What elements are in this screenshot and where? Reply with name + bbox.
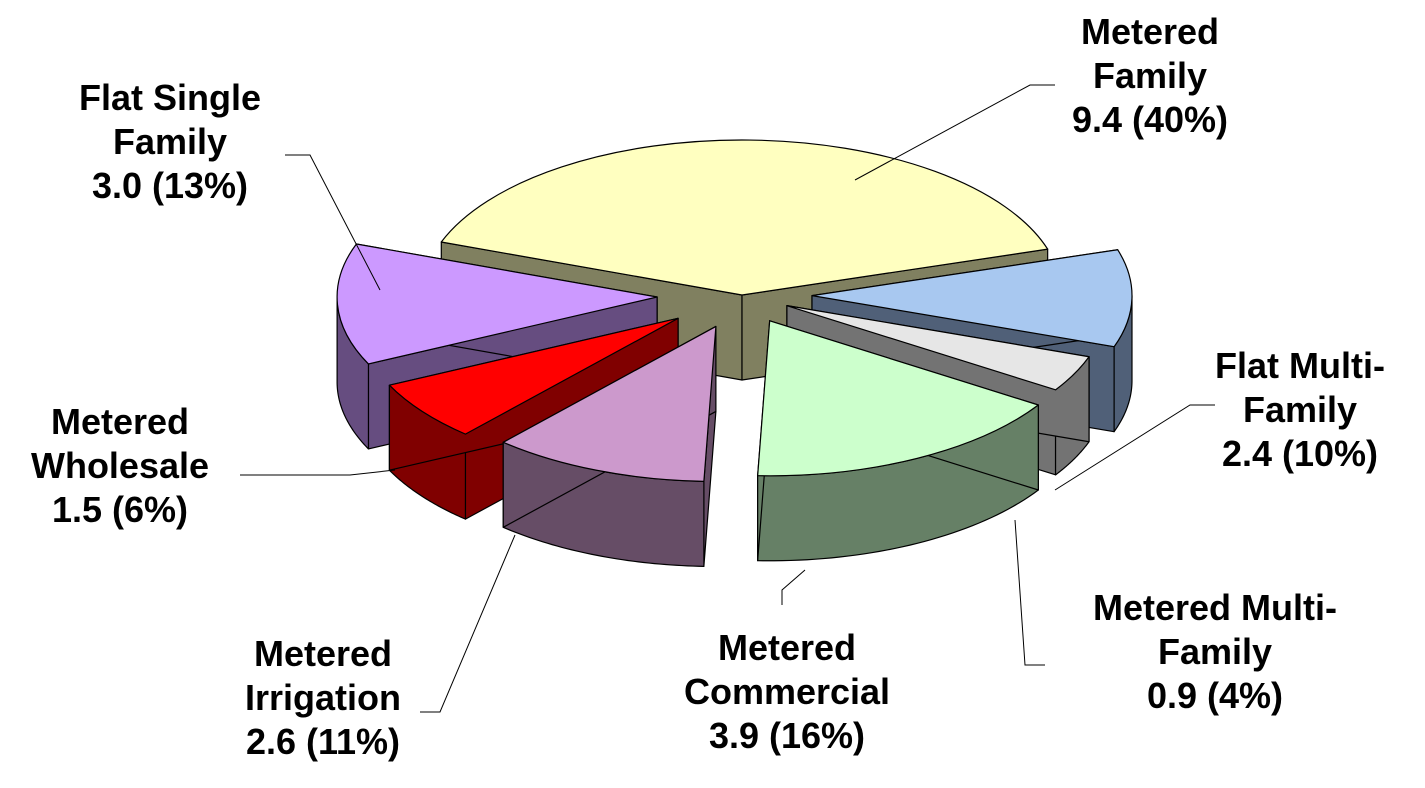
slice-label-name-line-1: Metered Multi- — [1092, 587, 1337, 628]
leader-line-5 — [240, 469, 396, 476]
slice-top — [786, 305, 1090, 391]
slice-top — [811, 249, 1133, 348]
slice-label-metered-wholesale: Metered Wholesale 1.5 (6%) — [0, 400, 240, 532]
slice-label-name-line-2: Irrigation — [244, 677, 401, 718]
slice-top — [388, 317, 679, 435]
slice-label-name-line-1: Flat Single — [78, 77, 262, 118]
slice-top — [757, 320, 1039, 477]
slice-label-name-line-1: Metered — [50, 401, 190, 442]
leader-line-3 — [781, 569, 806, 605]
slice-label-name-line-2: Family — [1242, 389, 1358, 430]
slice-label-flat-single-family: Flat Single Family 3.0 (13%) — [20, 76, 320, 208]
slice-top — [440, 139, 1049, 296]
slice-label-value: 9.4 (40%) — [1071, 99, 1229, 140]
slice-label-metered-commercial: Metered Commercial 3.9 (16%) — [627, 626, 947, 758]
slice-label-value: 3.9 (16%) — [708, 715, 866, 756]
leader-line-1 — [1054, 404, 1215, 491]
pie-slice-3 — [757, 320, 1039, 562]
slice-label-name-line-1: Metered — [253, 633, 393, 674]
slice-label-name-line-1: Metered — [717, 627, 857, 668]
slice-label-name-line-1: Metered — [1080, 11, 1220, 52]
slice-label-value: 3.0 (13%) — [91, 165, 249, 206]
slice-label-name-line-1: Flat Multi- — [1215, 345, 1385, 386]
leader-line-0 — [854, 84, 1055, 181]
slice-top — [336, 243, 658, 365]
leader-line-6 — [285, 154, 381, 291]
slice-label-name-line-2: Family — [112, 121, 228, 162]
slice-top — [502, 325, 717, 482]
slice-label-name-line-2: Family — [1157, 631, 1273, 672]
slice-label-name-line-2: Wholesale — [30, 445, 210, 486]
pie-slice-4 — [502, 325, 717, 567]
slice-label-flat-multi-family: Flat Multi- Family 2.4 (10%) — [1140, 344, 1425, 476]
slice-label-metered-multi-family: Metered Multi- Family 0.9 (4%) — [1005, 586, 1425, 718]
leader-line-2 — [1014, 519, 1045, 666]
slice-label-value: 0.9 (4%) — [1146, 675, 1284, 716]
slice-label-metered-family: Metered Family 9.4 (40%) — [1000, 10, 1300, 142]
slice-label-value: 2.4 (10%) — [1221, 433, 1379, 474]
slice-label-name-line-2: Commercial — [683, 671, 891, 712]
slice-label-metered-irrigation: Metered Irrigation 2.6 (11%) — [198, 632, 448, 764]
slice-label-value: 2.6 (11%) — [245, 721, 401, 762]
leader-line-4 — [420, 534, 516, 713]
slice-label-value: 1.5 (6%) — [51, 489, 189, 530]
slice-label-name-line-2: Family — [1092, 55, 1208, 96]
